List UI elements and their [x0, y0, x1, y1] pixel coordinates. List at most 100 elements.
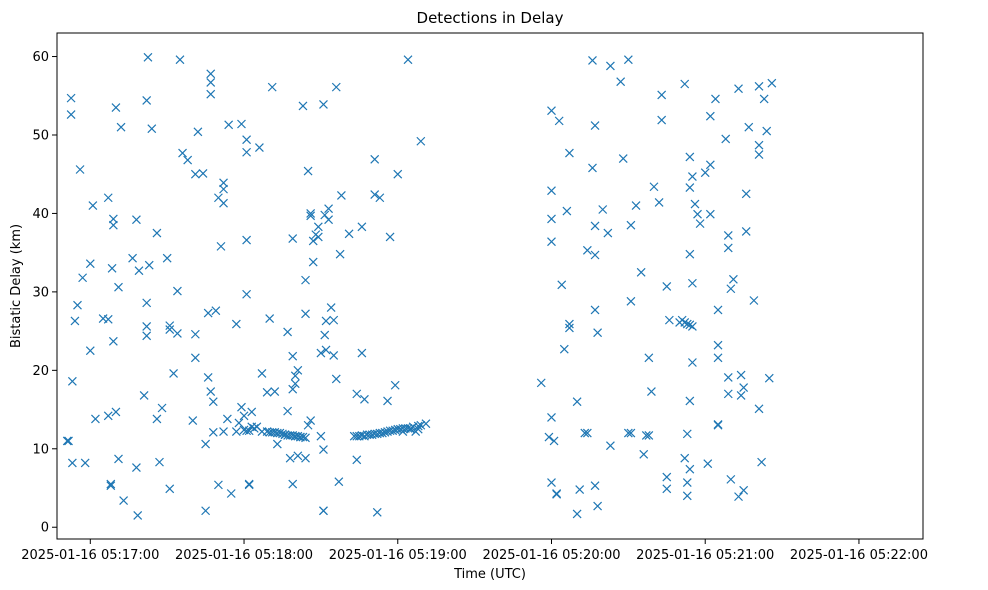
data-point	[206, 77, 216, 87]
data-point	[139, 391, 149, 400]
data-point	[557, 280, 567, 290]
data-point	[208, 397, 218, 407]
data-point	[360, 394, 369, 404]
data-point	[723, 389, 733, 399]
data-point	[242, 289, 252, 299]
data-point	[78, 273, 88, 283]
data-point	[593, 328, 603, 338]
data-point	[754, 150, 764, 160]
data-point	[203, 308, 213, 318]
data-point	[687, 358, 697, 367]
data-point	[687, 278, 697, 288]
data-point	[320, 210, 330, 220]
data-point	[265, 314, 275, 323]
y-axis-label: Bistatic Delay (km)	[9, 224, 24, 348]
data-point	[244, 426, 254, 436]
data-point	[588, 163, 597, 173]
data-point	[298, 432, 308, 442]
data-point	[301, 275, 310, 285]
data-point	[254, 143, 264, 152]
data-point	[70, 316, 80, 326]
data-point	[754, 81, 764, 91]
data-point	[713, 305, 723, 315]
data-point	[324, 204, 334, 214]
data-point	[165, 484, 175, 494]
data-point	[165, 321, 175, 331]
data-point	[547, 237, 556, 247]
data-point	[298, 101, 308, 111]
data-point	[288, 234, 298, 243]
data-point	[680, 318, 690, 327]
data-point	[682, 429, 692, 439]
data-point	[188, 416, 198, 425]
data-point	[393, 169, 403, 179]
data-point	[216, 241, 226, 251]
data-point	[231, 319, 241, 329]
data-point	[695, 219, 705, 229]
data-point	[270, 387, 280, 396]
data-point	[88, 201, 98, 211]
data-point	[572, 397, 582, 407]
data-point	[313, 222, 323, 232]
data-point	[685, 249, 695, 259]
data-point	[377, 428, 387, 438]
data-point	[705, 111, 715, 121]
data-point	[134, 266, 144, 276]
data-point	[572, 509, 582, 519]
data-point	[319, 506, 328, 516]
data-point	[303, 420, 313, 430]
x-tick-label: 2025-01-16 05:17:00	[21, 548, 159, 563]
data-point	[723, 230, 733, 240]
data-point	[654, 198, 664, 207]
data-point	[682, 319, 692, 329]
data-point	[690, 199, 700, 209]
data-point	[133, 511, 143, 520]
data-point	[190, 353, 200, 363]
data-point	[657, 90, 667, 100]
data-point	[744, 122, 754, 132]
data-point	[316, 348, 326, 358]
data-point	[544, 432, 554, 442]
data-point	[559, 344, 569, 354]
data-point	[66, 110, 76, 120]
data-point	[626, 296, 636, 306]
data-point	[91, 414, 100, 424]
data-point	[754, 140, 764, 150]
data-point	[142, 298, 152, 308]
data-point	[344, 229, 354, 239]
data-point	[190, 329, 200, 339]
data-point	[623, 55, 633, 65]
data-point	[172, 286, 182, 296]
data-point	[413, 424, 423, 434]
data-point	[685, 152, 695, 162]
data-point	[108, 220, 118, 230]
data-point	[618, 154, 628, 163]
data-point	[108, 214, 118, 224]
data-point	[222, 414, 232, 424]
data-point	[226, 489, 236, 498]
data-point	[319, 99, 328, 109]
data-point	[103, 314, 113, 324]
data-point	[764, 373, 774, 383]
data-point	[219, 427, 228, 436]
data-point	[713, 340, 723, 350]
data-point	[687, 172, 697, 181]
data-point	[283, 327, 293, 337]
data-point	[107, 263, 117, 273]
chart-title: Detections in Delay	[417, 9, 564, 27]
data-point	[662, 281, 672, 291]
data-point	[175, 55, 185, 65]
x-tick-label: 2025-01-16 05:21:00	[636, 548, 774, 563]
data-point	[231, 427, 241, 436]
data-point	[206, 69, 216, 79]
data-point	[142, 96, 152, 105]
data-point	[403, 423, 413, 433]
data-point	[370, 154, 380, 164]
data-point	[734, 492, 743, 502]
data-point	[242, 147, 252, 157]
data-point	[565, 319, 574, 329]
data-point	[308, 257, 318, 267]
data-point	[757, 457, 767, 467]
data-point	[208, 427, 218, 437]
data-point	[213, 480, 223, 490]
